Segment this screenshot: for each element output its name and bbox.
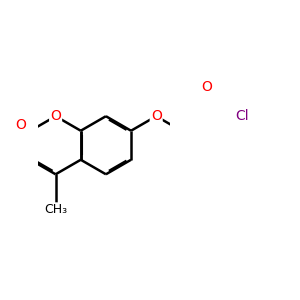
Text: O: O <box>151 109 162 123</box>
Text: CH₃: CH₃ <box>44 203 67 216</box>
Text: Cl: Cl <box>236 109 249 123</box>
Text: O: O <box>15 118 26 132</box>
Text: O: O <box>201 80 212 94</box>
Text: O: O <box>50 109 61 123</box>
